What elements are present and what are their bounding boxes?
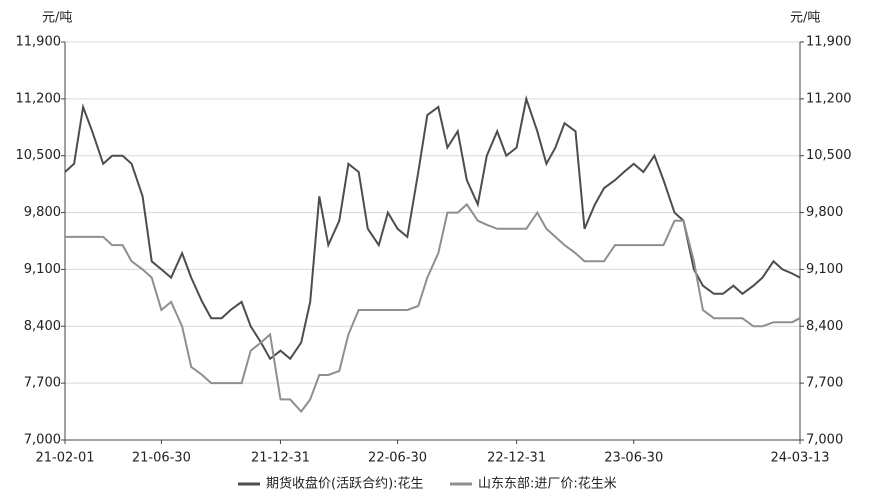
y2-tick-label: 8,400 — [806, 319, 843, 334]
y-tick-label: 11,900 — [16, 35, 62, 50]
series-line — [65, 202, 801, 414]
x-tick-label: 22-06-30 — [368, 451, 427, 466]
y-tick-label: 10,500 — [16, 148, 62, 163]
y2-tick-label: 10,500 — [806, 148, 852, 163]
y2-tick-label: 7,700 — [806, 376, 843, 391]
x-tick-label: 23-06-30 — [604, 451, 663, 466]
y2-axis-label: 元/吨 — [790, 11, 820, 26]
legend-label: 期货收盘价(活跃合约):花生 — [266, 476, 424, 492]
y-tick-label: 9,800 — [24, 205, 61, 220]
series-line — [64, 95, 801, 361]
x-tick-label: 21-02-01 — [35, 451, 94, 466]
x-tick-label: 21-12-31 — [251, 451, 310, 466]
y2-tick-label: 9,800 — [806, 205, 843, 220]
x-tick-label: 24-03-13 — [770, 451, 829, 466]
y-tick-label: 7,000 — [24, 433, 61, 448]
y2-tick-label: 11,200 — [806, 91, 852, 106]
y-tick-label: 7,700 — [24, 376, 61, 391]
y-tick-label: 8,400 — [24, 319, 61, 334]
y2-tick-label: 7,000 — [806, 433, 843, 448]
x-tick-label: 22-12-31 — [487, 451, 546, 466]
legend-label: 山东东部:进厂价:花生米 — [478, 476, 617, 492]
y2-tick-label: 9,100 — [806, 262, 843, 277]
y-tick-label: 9,100 — [24, 262, 61, 277]
y2-tick-label: 11,900 — [806, 35, 852, 50]
x-tick-label: 21-06-30 — [132, 451, 191, 466]
y-axis-label: 元/吨 — [42, 11, 72, 26]
y-tick-label: 11,200 — [16, 91, 62, 106]
